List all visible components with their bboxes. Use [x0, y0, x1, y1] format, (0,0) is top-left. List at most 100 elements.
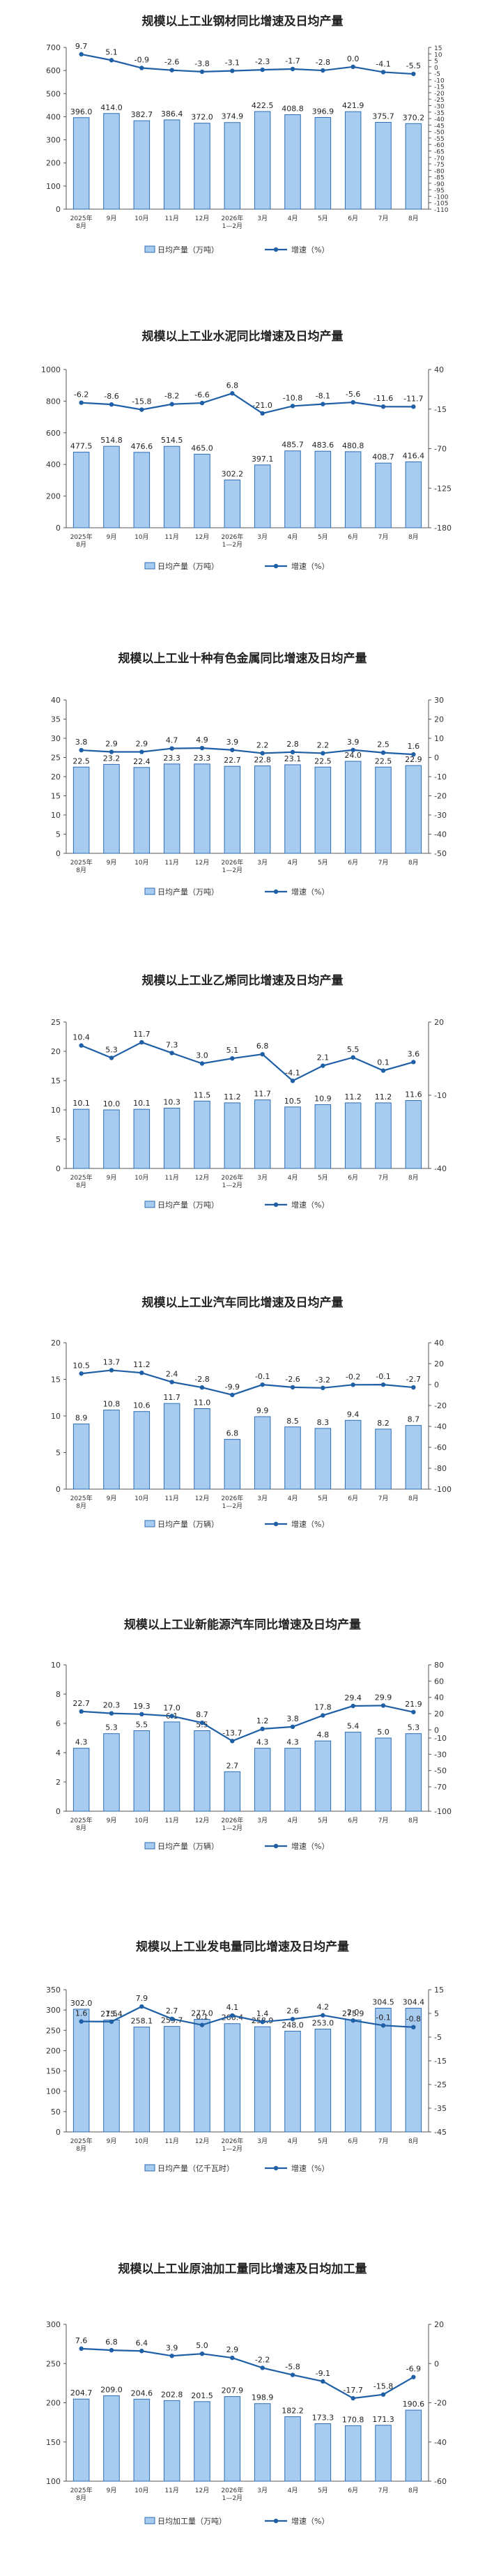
left-tick-label: 600 — [46, 66, 61, 75]
bar-value-label: 24.0 — [344, 751, 362, 760]
bar — [133, 2398, 151, 2482]
x-tick-label: 10月 — [134, 859, 148, 867]
right-tick-label: -45 — [434, 123, 445, 130]
growth-value-label: 5.1 — [105, 47, 118, 56]
growth-point — [290, 404, 295, 409]
bar — [254, 1416, 271, 1490]
growth-value-label: 6.8 — [256, 1042, 269, 1051]
x-tick-label: 9月 — [107, 859, 117, 867]
growth-point — [321, 1713, 325, 1718]
x-tick-label: 3月 — [257, 859, 268, 867]
bar-value-label: 302.0 — [70, 1999, 93, 2008]
legend-bar-label: 日均产量（万吨） — [157, 245, 219, 254]
bar — [224, 1771, 241, 1812]
bar — [163, 1403, 180, 1490]
growth-value-label: -2.8 — [316, 58, 330, 67]
bar-value-label: 173.3 — [312, 2414, 334, 2423]
bar-value-label: 202.8 — [161, 2390, 183, 2399]
x-tick-label: 6月 — [348, 1174, 358, 1182]
bar-value-label: 204.6 — [131, 2388, 153, 2398]
growth-point — [380, 1068, 386, 1073]
right-tick-label: -80 — [434, 168, 445, 175]
right-tick-label: 20 — [434, 715, 444, 724]
growth-line — [81, 1705, 414, 1742]
growth-point — [351, 1055, 355, 1060]
bar — [375, 1102, 392, 1169]
bar-value-label: 10.6 — [133, 1401, 151, 1410]
bar-value-label: 182.2 — [282, 2407, 304, 2416]
right-tick-label: -50 — [434, 849, 447, 858]
growth-value-label: 2.2 — [317, 740, 330, 749]
left-tick-label: 15 — [51, 1076, 61, 1085]
bar-value-label: 207.9 — [222, 2386, 244, 2395]
bar-value-label: 5.3 — [105, 1723, 118, 1732]
growth-value-label: 5.0 — [196, 2341, 208, 2350]
growth-value-label: 6.8 — [105, 2338, 118, 2347]
bar — [405, 123, 422, 210]
right-tick-label: 20 — [434, 1709, 444, 1718]
chart-title: 规模以上工业乙烯同比增速及日均产量 — [142, 973, 344, 988]
legend-line-marker — [273, 2165, 279, 2171]
x-tick-label: 2025年 8月 — [70, 2486, 93, 2502]
bar-value-label: 514.5 — [161, 436, 183, 445]
growth-line — [81, 1041, 414, 1082]
x-tick-label: 2026年 1—2月 — [221, 533, 243, 549]
growth-point — [380, 2023, 386, 2028]
growth-value-label: -11.7 — [403, 394, 423, 403]
growth-value-label: 7.6 — [75, 2336, 88, 2345]
bar — [133, 2027, 151, 2133]
bar — [344, 1732, 362, 1812]
bar-value-label: 170.8 — [342, 2415, 364, 2424]
right-tick-label: -5 — [434, 71, 440, 78]
left-tick-label: 25 — [51, 1018, 61, 1027]
x-tick-label: 10月 — [134, 1817, 148, 1824]
growth-value-label: -11.6 — [374, 394, 393, 403]
bar — [284, 764, 301, 854]
x-tick-label: 11月 — [164, 2137, 178, 2145]
left-tick-label: 8 — [56, 1690, 61, 1699]
legend-bar-swatch — [144, 245, 155, 253]
bar — [194, 1408, 210, 1490]
bar-value-label: 23.3 — [163, 754, 180, 763]
growth-line — [81, 1369, 414, 1396]
x-tick-label: 12月 — [195, 533, 209, 541]
legend-line-marker — [273, 247, 279, 252]
bar — [72, 1748, 90, 1812]
x-tick-label: 12月 — [195, 1817, 209, 1824]
right-tick-label: -50 — [434, 1767, 447, 1776]
growth-value-label: 2.1 — [317, 1053, 330, 1062]
right-tick-label: 10 — [434, 52, 442, 59]
bar — [194, 123, 210, 210]
right-tick-label: -110 — [434, 207, 449, 214]
bar — [194, 2401, 210, 2482]
bar-value-label: 277.0 — [191, 2009, 213, 2018]
growth-value-label: -2.3 — [255, 57, 270, 66]
x-tick-label: 4月 — [288, 859, 298, 867]
x-tick-label: 2025年 8月 — [70, 2137, 93, 2153]
bar — [103, 2395, 120, 2482]
legend-line-label: 增速（%） — [291, 1200, 329, 1210]
growth-point — [169, 746, 174, 751]
bar-value-label: 10.3 — [163, 1097, 180, 1106]
x-tick-label: 7月 — [378, 2137, 389, 2145]
x-tick-label: 9月 — [107, 215, 117, 222]
growth-point — [139, 2349, 144, 2354]
growth-value-label: 3.0 — [196, 1051, 208, 1060]
growth-point — [199, 69, 205, 75]
legend-line-marker — [273, 1521, 279, 1527]
growth-point — [230, 68, 235, 73]
bar — [284, 1426, 301, 1490]
left-tick-label: 20 — [51, 772, 61, 782]
growth-point — [351, 2395, 355, 2401]
growth-point — [411, 2025, 416, 2029]
x-tick-label: 10月 — [134, 215, 148, 222]
right-tick-label: -95 — [434, 188, 445, 195]
bar — [375, 766, 392, 854]
bar-value-label: 9.9 — [256, 1406, 269, 1415]
left-tick-label: 50 — [51, 2108, 61, 2117]
legend-bar-swatch — [144, 1842, 155, 1850]
right-tick-label: -15 — [434, 84, 445, 91]
x-tick-label: 12月 — [195, 1495, 209, 1502]
growth-value-label: 17.0 — [163, 1704, 180, 1713]
growth-value-label: 2.6 — [286, 2006, 299, 2015]
